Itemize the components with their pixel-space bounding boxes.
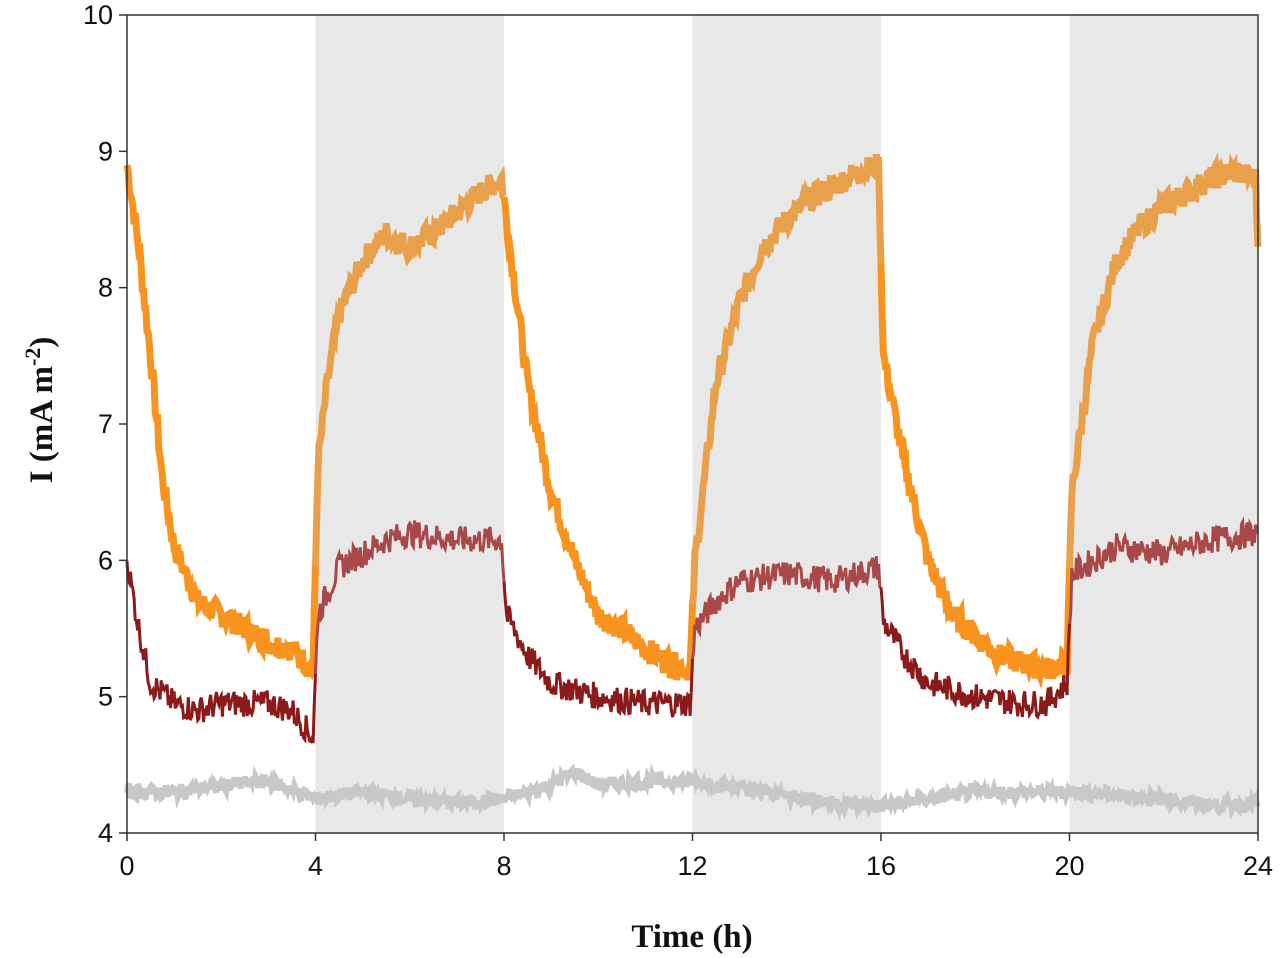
series-line-orange xyxy=(689,153,885,605)
series-line-light-gray xyxy=(689,767,884,822)
x-tick-label: 20 xyxy=(1054,851,1084,881)
series-line-light-gray xyxy=(124,765,319,810)
series-line-dark-red xyxy=(879,587,1071,720)
x-tick-label: 8 xyxy=(496,851,511,881)
x-axis-title: Time (h) xyxy=(631,919,752,955)
series-line-light-gray xyxy=(502,763,696,809)
series-line-dark-red xyxy=(125,560,317,744)
y-tick-label: 7 xyxy=(98,409,113,439)
shaded-period xyxy=(1069,15,1258,833)
y-tick-label: 8 xyxy=(98,273,113,303)
y-axis-title-sup: -2 xyxy=(20,348,45,366)
series-line-orange xyxy=(312,165,507,567)
series-line-light-gray xyxy=(878,776,1073,817)
y-tick-label: 5 xyxy=(98,682,113,712)
x-tick-label: 24 xyxy=(1243,851,1273,881)
shaded-period xyxy=(692,15,881,833)
series-line-light-gray xyxy=(312,780,506,815)
x-tick-label: 12 xyxy=(677,851,707,881)
y-tick-label: 10 xyxy=(83,0,113,30)
x-tick-label: 16 xyxy=(866,851,896,881)
y-axis-title-end: ) xyxy=(24,337,60,348)
series-line-orange xyxy=(1066,152,1262,569)
series-line-dark-red xyxy=(502,581,694,718)
series-line-dark-red xyxy=(1068,516,1260,625)
x-tick-label: 4 xyxy=(308,851,323,881)
x-tick-label: 0 xyxy=(119,851,134,881)
series-line-dark-red xyxy=(691,556,882,660)
series-line-orange xyxy=(877,262,1073,690)
series-line-dark-red xyxy=(314,520,506,674)
y-axis-title: I (mA m-2) xyxy=(20,337,60,484)
y-axis-title-main: I (mA m xyxy=(24,366,60,483)
y-tick-label: 4 xyxy=(98,818,113,848)
series-line-orange xyxy=(123,164,319,681)
shaded-period xyxy=(315,15,504,833)
y-tick-label: 9 xyxy=(98,136,113,166)
y-tick-label: 6 xyxy=(98,545,113,575)
series-line-orange xyxy=(500,196,696,681)
series-line-light-gray xyxy=(1066,781,1261,821)
